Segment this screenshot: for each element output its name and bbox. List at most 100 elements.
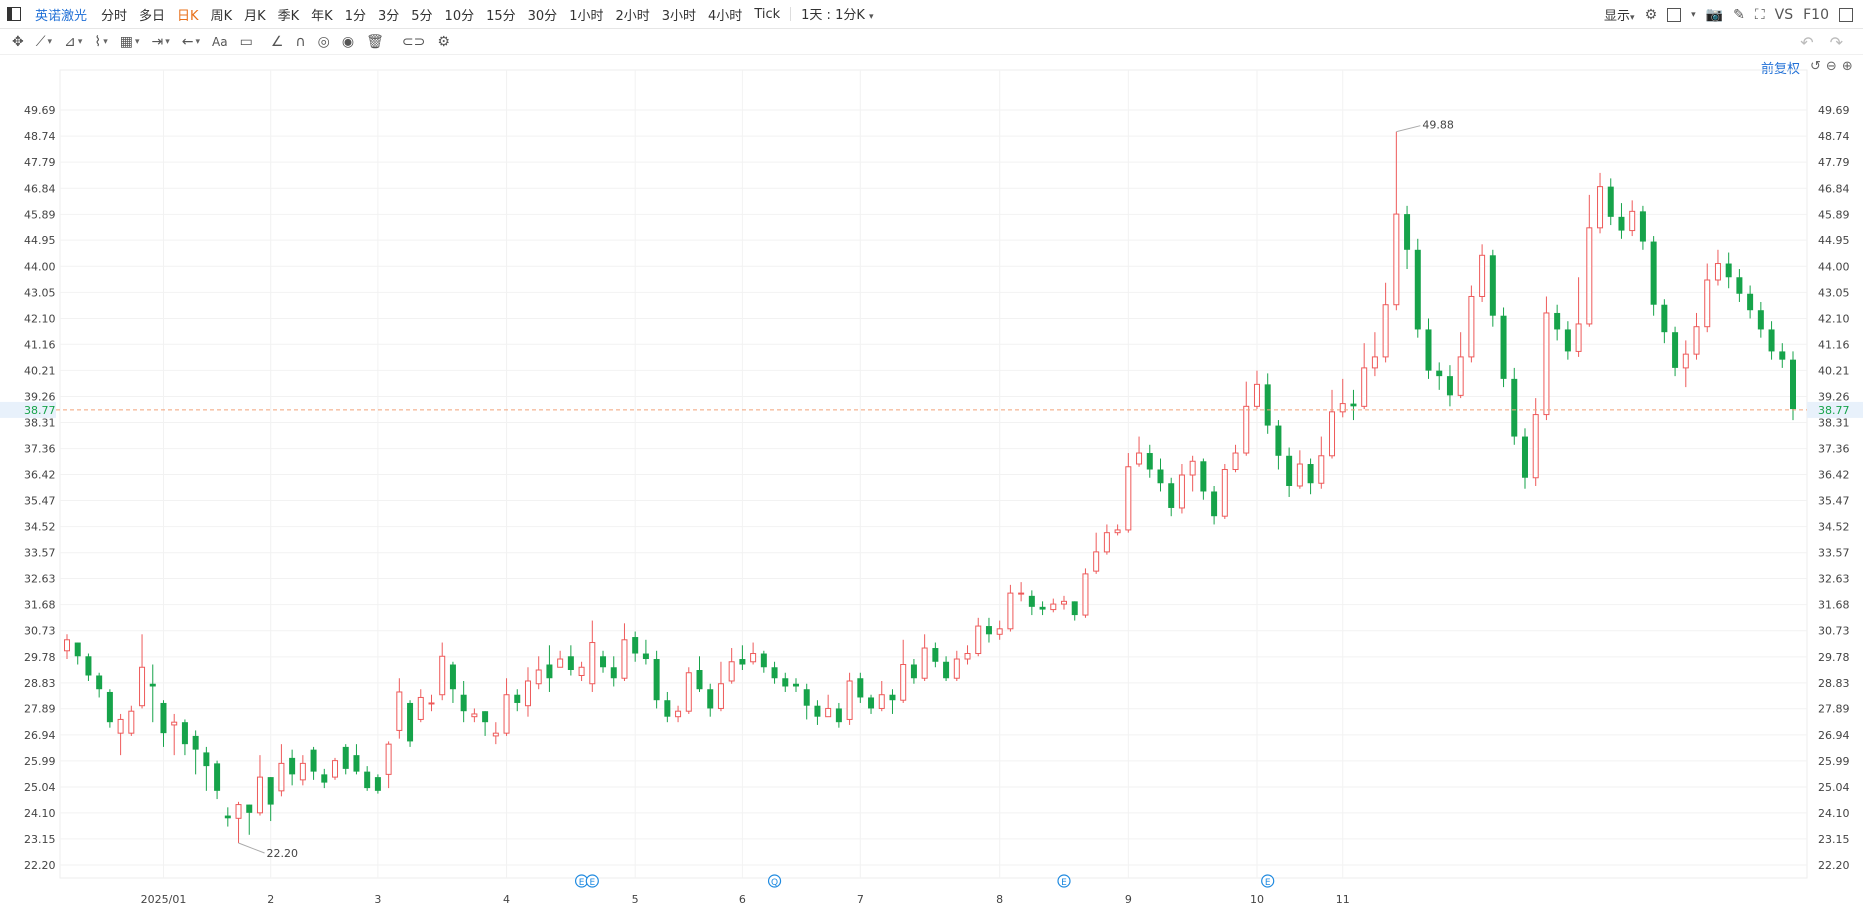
- period-tab[interactable]: 10分: [444, 8, 475, 24]
- period-tab[interactable]: 15分: [486, 8, 516, 24]
- candle-body: [1489, 255, 1496, 316]
- candle-body: [524, 680, 531, 707]
- link-icon[interactable]: ⊂⊃: [401, 33, 426, 50]
- panel-right-icon[interactable]: [1839, 7, 1853, 22]
- candle-body: [835, 708, 842, 723]
- period-tab[interactable]: 季K: [277, 8, 300, 24]
- adjust-mode[interactable]: 前复权: [1761, 62, 1801, 77]
- current-price-badge-left: [0, 401, 56, 418]
- y-axis-left: 22.20 23.15 24.10 25.04 25.99 26.94 27.89 28.83…: [24, 104, 56, 872]
- lock-drawing-icon[interactable]: ◎: [317, 33, 330, 50]
- candle-body: [1082, 573, 1089, 616]
- move-icon[interactable]: ✥: [12, 33, 24, 50]
- candle-body: [1618, 216, 1625, 231]
- period-tab[interactable]: 周K: [210, 8, 233, 24]
- text-tool-icon[interactable]: Aa: [212, 34, 228, 49]
- candle-body: [321, 774, 328, 783]
- period-tab[interactable]: 年K: [311, 8, 333, 24]
- period-tab[interactable]: 月K: [244, 8, 266, 24]
- multi-period-select[interactable]: 1天 : 1分K ▾: [801, 4, 873, 24]
- candle-body: [1414, 249, 1421, 330]
- reset-icon[interactable]: ↺: [1810, 59, 1821, 74]
- layout-square-icon[interactable]: [1667, 7, 1682, 22]
- candle-body: [139, 666, 146, 707]
- candle-body: [792, 683, 799, 687]
- candle-body: [1350, 403, 1357, 407]
- candle-body: [846, 680, 853, 720]
- fullscreen-icon[interactable]: ⛶: [1754, 6, 1765, 23]
- period-tab[interactable]: 1分: [344, 8, 366, 24]
- period-tab[interactable]: 2小时: [615, 8, 650, 24]
- arrow-tool-icon[interactable]: ← ▾: [181, 33, 201, 50]
- candle-body: [1457, 356, 1464, 396]
- period-tab[interactable]: 1小时: [569, 8, 604, 24]
- y-tick-label: 49.69: [1818, 104, 1850, 117]
- candle-body: [1757, 310, 1764, 330]
- candle-body: [117, 718, 124, 734]
- candle-body: [1790, 359, 1796, 410]
- x-tick-label: 5: [632, 893, 639, 906]
- zoom-in-icon[interactable]: ⊕: [1841, 59, 1853, 74]
- camera-icon[interactable]: 📷: [1705, 6, 1724, 23]
- trash-icon[interactable]: 🗑: [366, 33, 384, 50]
- line-tool-icon[interactable]: ⟋ ▾: [35, 33, 53, 50]
- candle-body: [214, 763, 221, 791]
- display-menu[interactable]: 显示 ▾: [1604, 5, 1635, 25]
- redo-icon[interactable]: ↷: [1829, 33, 1843, 52]
- candle-body: [814, 705, 821, 717]
- sidebar-toggle-icon[interactable]: [7, 7, 21, 21]
- y-tick-label: 47.79: [1818, 156, 1850, 169]
- multi-period-label: 1天 : 1分K: [801, 8, 865, 23]
- candle-body: [417, 696, 424, 720]
- angle-icon[interactable]: ∠: [270, 33, 284, 50]
- candle-body: [1307, 464, 1314, 484]
- period-tab[interactable]: Tick: [754, 6, 781, 22]
- x-tick-label: 4: [503, 893, 510, 906]
- zoom-out-icon[interactable]: ⊖: [1825, 59, 1837, 74]
- y-tick-label: 40.21: [24, 364, 56, 377]
- period-tab[interactable]: 30分: [527, 8, 558, 24]
- wave-tool-icon[interactable]: ⌇ ▾: [94, 33, 108, 50]
- period-tab[interactable]: 5分: [411, 8, 433, 24]
- candle-body: [728, 661, 735, 682]
- chevron-down-icon[interactable]: ▾: [1691, 9, 1696, 20]
- period-tab[interactable]: 日K: [177, 8, 199, 24]
- y-tick-label: 45.89: [1818, 208, 1850, 221]
- measure-tool-icon[interactable]: ⇥ ▾: [151, 33, 170, 50]
- fib-tool-icon[interactable]: ▦ ▾: [119, 33, 140, 50]
- y-tick-label: 41.16: [24, 338, 56, 351]
- candle-body: [160, 702, 167, 734]
- settings-icon[interactable]: ⚙: [1644, 6, 1658, 23]
- period-tab[interactable]: 分时: [101, 8, 128, 24]
- candle-body: [857, 678, 864, 698]
- candle-body: [782, 678, 789, 687]
- stock-name[interactable]: 英诺激光: [35, 8, 88, 24]
- current-price-label-left: 38.77: [24, 404, 56, 417]
- candle-body: [1425, 329, 1432, 371]
- pen-icon[interactable]: ✎: [1733, 6, 1745, 23]
- magnet-icon[interactable]: ∩: [295, 33, 306, 50]
- period-tab[interactable]: 4小时: [708, 8, 743, 24]
- current-price-label-right: 38.77: [1818, 404, 1850, 417]
- eye-icon[interactable]: ◉: [341, 33, 355, 50]
- f10-button[interactable]: F10: [1803, 6, 1829, 23]
- event-marker: [585, 874, 599, 888]
- comment-icon[interactable]: ▭: [239, 33, 253, 50]
- channel-tool-icon[interactable]: ⊿ ▾: [64, 33, 83, 50]
- candle-body: [1221, 469, 1228, 517]
- y-tick-label: 43.05: [24, 286, 56, 299]
- undo-icon[interactable]: ↶: [1800, 33, 1814, 52]
- candle-body: [353, 755, 360, 772]
- event-marker: [767, 874, 782, 888]
- period-tab[interactable]: 3小时: [661, 8, 697, 24]
- candle-body: [953, 658, 960, 679]
- period-tab[interactable]: 3分: [377, 8, 400, 24]
- candle-body: [1511, 378, 1518, 437]
- y-tick-label: 29.78: [24, 651, 56, 664]
- candle-body: [557, 658, 564, 668]
- y-tick-label: 31.68: [24, 599, 56, 612]
- period-tab[interactable]: 多日: [139, 8, 166, 24]
- vs-button[interactable]: VS: [1774, 6, 1794, 23]
- settings-icon[interactable]: ⚙: [437, 33, 450, 50]
